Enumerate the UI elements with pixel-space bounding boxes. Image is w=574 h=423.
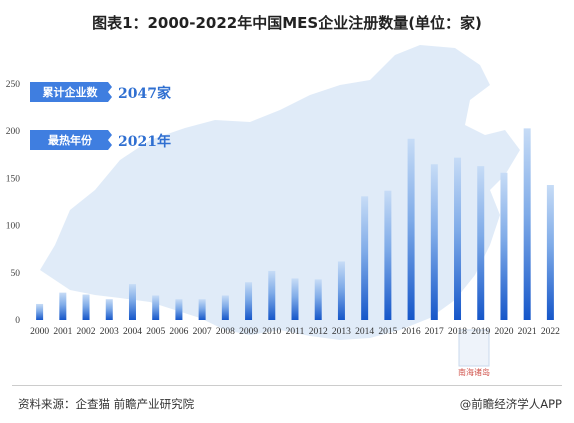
x-tick-label: 2011 <box>286 327 305 337</box>
bar-2014 <box>361 196 369 320</box>
bar-2002 <box>82 294 90 320</box>
x-tick-label: 2014 <box>355 327 374 337</box>
bar-2010 <box>268 270 276 320</box>
x-tick-label: 2008 <box>216 327 235 337</box>
bar-2011 <box>291 278 299 320</box>
x-tick-label: 2004 <box>123 327 142 337</box>
x-tick-label: 2002 <box>77 327 96 337</box>
y-tick-label: 250 <box>6 80 21 90</box>
bar-2004 <box>128 284 136 320</box>
bar-2022 <box>546 185 554 320</box>
bar-2000 <box>36 303 44 320</box>
badge-total-value: 2047家 <box>118 85 172 102</box>
bar-2006 <box>175 299 183 320</box>
y-tick-label: 200 <box>6 127 21 137</box>
badge-year-value: 2021年 <box>118 133 171 150</box>
y-tick-label: 0 <box>15 316 20 326</box>
x-tick-label: 2012 <box>309 327 328 337</box>
x-tick-label: 2016 <box>402 327 421 337</box>
x-tick-label: 2001 <box>53 327 72 337</box>
bar-2009 <box>245 282 253 320</box>
x-tick-label: 2019 <box>471 327 490 337</box>
x-tick-label: 2021 <box>518 327 537 337</box>
bar-2017 <box>430 164 438 320</box>
x-tick-label: 2017 <box>425 327 444 337</box>
y-tick-label: 50 <box>11 269 21 279</box>
bar-2001 <box>59 292 67 320</box>
x-tick-label: 2013 <box>332 327 351 337</box>
bar-2007 <box>198 299 206 320</box>
x-tick-label: 2015 <box>378 327 397 337</box>
y-tick-label: 150 <box>6 174 21 184</box>
bar-2008 <box>221 295 229 320</box>
x-tick-label: 2010 <box>262 327 281 337</box>
source-note: 资料来源：企查猫 前瞻产业研究院 <box>18 397 195 411</box>
bar-2012 <box>314 279 322 320</box>
south-china-sea-label: 南海诸岛 <box>458 367 490 377</box>
bar-2005 <box>152 295 160 320</box>
x-tick-label: 2000 <box>30 327 49 337</box>
badge-hottest-year: 最热年份 2021年 <box>30 130 171 150</box>
bar-2018 <box>454 157 462 320</box>
bar-2013 <box>337 261 345 320</box>
bar-2020 <box>500 172 508 320</box>
x-tick-label: 2005 <box>146 327 165 337</box>
x-tick-label: 2006 <box>169 327 188 337</box>
x-tick-label: 2020 <box>494 327 513 337</box>
china-map-shape <box>40 45 520 340</box>
x-tick-label: 2003 <box>100 327 119 337</box>
badge-total-companies: 累计企业数 2047家 <box>30 82 172 102</box>
bars-group <box>36 128 554 320</box>
bar-2016 <box>407 138 415 320</box>
bar-2019 <box>477 166 485 320</box>
footer-divider <box>12 385 562 386</box>
brand-credit: @前瞻经济学人APP <box>459 397 562 411</box>
y-tick-label: 100 <box>6 222 21 232</box>
badge-total-label: 累计企业数 <box>43 85 99 99</box>
y-axis: 0 50 100 150 200 250 <box>6 80 21 326</box>
x-tick-label: 2009 <box>239 327 258 337</box>
x-tick-label: 2018 <box>448 327 467 337</box>
x-axis: 2000 2001 2002 2003 2004 2005 2006 2007 2008 2009… <box>30 327 560 337</box>
badge-year-label: 最热年份 <box>48 133 93 147</box>
south-china-sea-inset <box>458 329 490 367</box>
bar-2015 <box>384 190 392 320</box>
chart-title: 图表1：2000-2022年中国MES企业注册数量(单位：家) <box>92 14 482 32</box>
x-tick-label: 2007 <box>193 327 212 337</box>
bar-2021 <box>523 128 531 320</box>
x-tick-label: 2022 <box>541 327 560 337</box>
bar-2003 <box>105 299 113 320</box>
